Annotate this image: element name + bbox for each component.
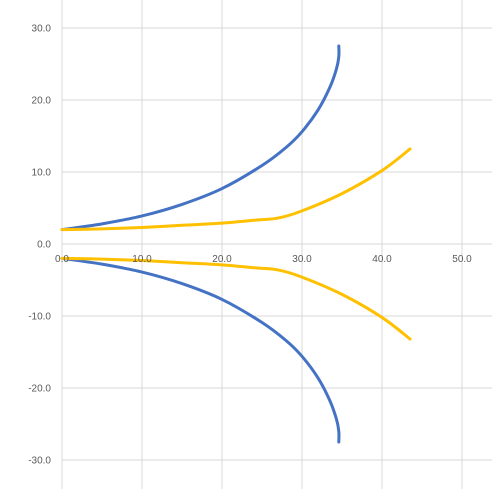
x-tick-label: 0.0 xyxy=(55,254,69,265)
y-tick-label: -20.0 xyxy=(28,384,51,395)
x-tick-label: 40.0 xyxy=(372,254,392,265)
y-tick-label: -10.0 xyxy=(28,312,51,323)
y-tick-label: 0.0 xyxy=(37,240,51,251)
y-tick-label: 10.0 xyxy=(32,168,52,179)
x-tick-label: 10.0 xyxy=(132,254,152,265)
y-tick-label: 30.0 xyxy=(32,24,52,35)
series-lines xyxy=(60,44,412,444)
x-tick-label: 30.0 xyxy=(292,254,312,265)
series-line-2 xyxy=(60,256,341,444)
tick-labels: 30.0 20.0 10.0 0.0 -10.0 -20.0 -30.0 0.0 10.0 20.… xyxy=(28,24,472,467)
y-tick-label: 20.0 xyxy=(32,96,52,107)
x-tick-label: 50.0 xyxy=(452,254,472,265)
series-line-3 xyxy=(60,147,412,232)
series-line-4 xyxy=(60,256,412,341)
y-tick-label: -30.0 xyxy=(28,456,51,467)
series-line-1 xyxy=(60,44,341,232)
gridlines xyxy=(62,0,492,489)
x-tick-label: 20.0 xyxy=(212,254,232,265)
